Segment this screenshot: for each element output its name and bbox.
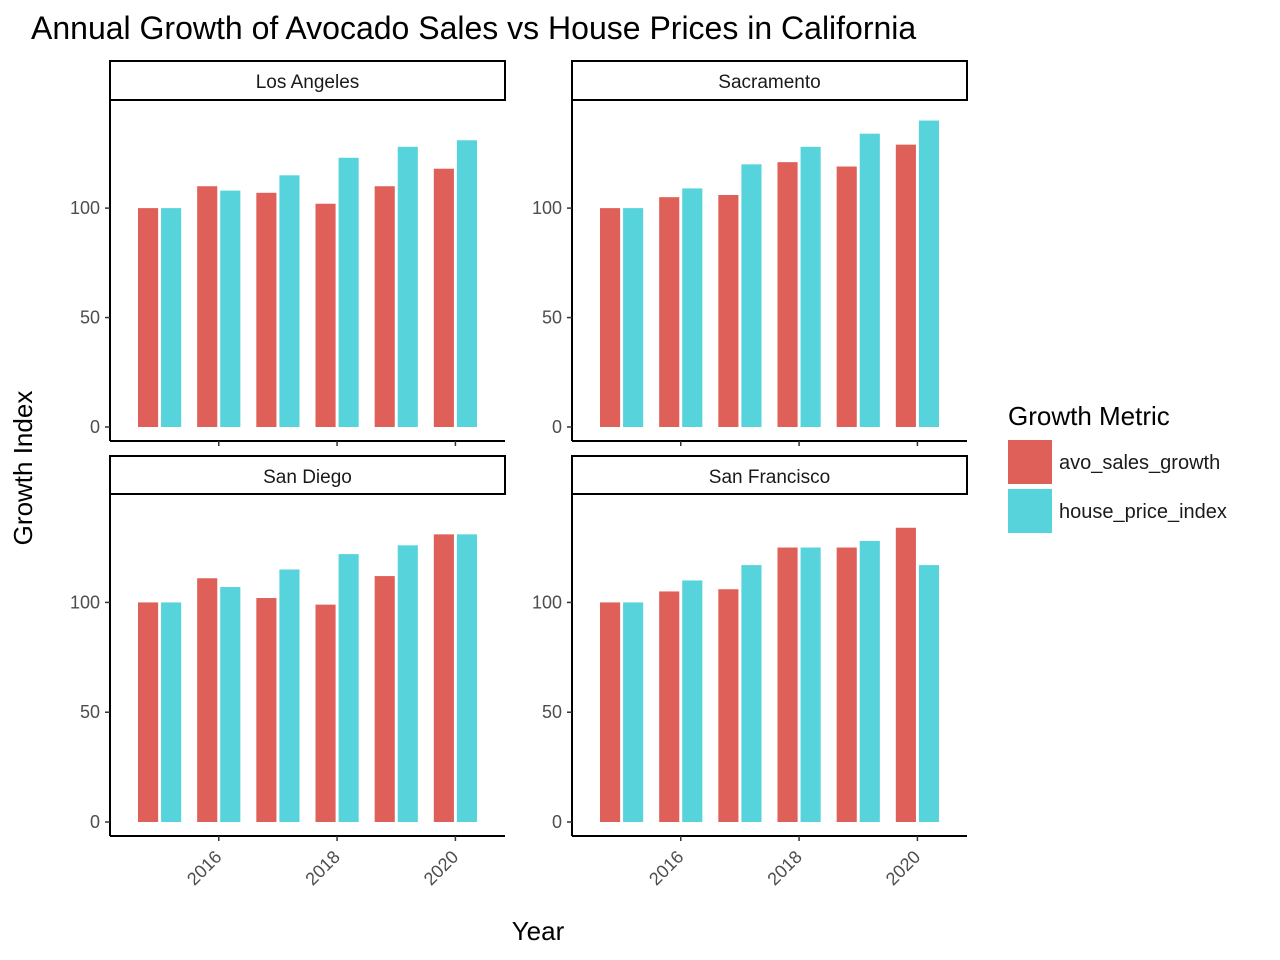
- bar-los-angeles-avo_sales_growth-2019: [374, 186, 395, 427]
- chart-title: Annual Growth of Avocado Sales vs House …: [31, 10, 916, 46]
- bar-san-francisco-avo_sales_growth-2015: [599, 602, 621, 822]
- facet-label-san-francisco: San Francisco: [709, 467, 830, 488]
- panel-san-francisco: San Francisco 0 50 100 2016 2018 2020: [532, 455, 968, 889]
- bar-san-francisco-house_price_index-2017: [741, 565, 762, 822]
- x-tick-label-san-francisco-2020: 2020: [882, 847, 924, 889]
- bar-los-angeles-avo_sales_growth-2017: [256, 192, 277, 427]
- bar-san-diego-house_price_index-2015: [161, 602, 182, 822]
- bar-los-angeles-avo_sales_growth-2020: [433, 168, 454, 427]
- bar-sacramento-avo_sales_growth-2019: [836, 166, 857, 427]
- facet-label-san-diego: San Diego: [263, 467, 352, 488]
- bar-san-diego-avo_sales_growth-2017: [256, 598, 277, 822]
- panel-los-angeles: Los Angeles 0 50 100: [70, 60, 506, 446]
- bar-sacramento-house_price_index-2020: [918, 120, 940, 427]
- legend-label-house-price-index: house_price_index: [1059, 501, 1227, 523]
- x-axis-title: Year: [512, 916, 565, 946]
- panel-san-diego: San Diego 0 50 100 2016 2018 2020: [70, 455, 506, 889]
- y-tick-label-sacramento-100: 100: [532, 198, 562, 218]
- bar-los-angeles-house_price_index-2016: [220, 190, 241, 427]
- legend-key-house-price-index: [1008, 489, 1052, 533]
- bar-sacramento-house_price_index-2018: [800, 146, 821, 428]
- y-tick-label-sacramento-0: 0: [552, 417, 562, 437]
- bar-los-angeles-avo_sales_growth-2015: [137, 208, 159, 427]
- bar-san-francisco-house_price_index-2019: [859, 540, 880, 822]
- legend-key-avo-sales-growth: [1008, 440, 1052, 484]
- x-tick-label-san-francisco-2018: 2018: [763, 847, 805, 889]
- bar-sacramento-avo_sales_growth-2017: [718, 194, 739, 427]
- bar-san-francisco-avo_sales_growth-2020: [895, 527, 916, 822]
- facet-strip-san-francisco: [571, 455, 968, 495]
- bar-san-francisco-avo_sales_growth-2017: [718, 589, 739, 822]
- x-tick-label-san-francisco-2016: 2016: [645, 847, 687, 889]
- y-tick-label-los-angeles-0: 0: [90, 417, 100, 437]
- bar-los-angeles-avo_sales_growth-2018: [315, 203, 336, 427]
- bar-san-francisco-house_price_index-2020: [918, 565, 940, 822]
- bar-san-francisco-house_price_index-2018: [800, 547, 821, 822]
- bar-los-angeles-house_price_index-2017: [279, 175, 300, 427]
- y-tick-label-los-angeles-100: 100: [70, 198, 100, 218]
- bar-san-diego-house_price_index-2017: [279, 569, 300, 822]
- bar-los-angeles-avo_sales_growth-2016: [197, 186, 218, 427]
- bar-san-diego-avo_sales_growth-2016: [197, 578, 218, 822]
- x-tick-label-san-diego-2020: 2020: [420, 847, 462, 889]
- bar-sacramento-avo_sales_growth-2015: [599, 208, 621, 427]
- y-tick-label-san-francisco-100: 100: [532, 592, 562, 612]
- bar-los-angeles-house_price_index-2015: [161, 208, 182, 427]
- bar-los-angeles-house_price_index-2020: [456, 140, 478, 427]
- legend-label-avo-sales-growth: avo_sales_growth: [1059, 452, 1220, 474]
- bar-san-francisco-avo_sales_growth-2016: [659, 591, 680, 822]
- bar-san-diego-house_price_index-2016: [220, 587, 241, 822]
- panel-sacramento: Sacramento 0 50 100: [532, 60, 968, 446]
- y-tick-label-sacramento-50: 50: [542, 308, 562, 328]
- y-tick-label-san-diego-50: 50: [80, 702, 100, 722]
- bar-san-diego-avo_sales_growth-2020: [433, 534, 454, 822]
- bar-san-diego-house_price_index-2018: [338, 554, 359, 822]
- bar-sacramento-avo_sales_growth-2018: [777, 162, 798, 427]
- bar-san-diego-avo_sales_growth-2019: [374, 576, 395, 822]
- facet-strip-sacramento: [571, 60, 968, 101]
- bar-los-angeles-house_price_index-2019: [397, 146, 418, 428]
- y-tick-label-san-francisco-50: 50: [542, 702, 562, 722]
- bar-sacramento-house_price_index-2016: [682, 188, 703, 427]
- bar-sacramento-avo_sales_growth-2020: [895, 144, 916, 427]
- y-tick-label-san-francisco-0: 0: [552, 812, 562, 832]
- bar-san-diego-avo_sales_growth-2015: [137, 602, 159, 822]
- bar-san-diego-avo_sales_growth-2018: [315, 604, 336, 822]
- bar-sacramento-house_price_index-2015: [623, 208, 644, 427]
- y-tick-label-san-diego-100: 100: [70, 592, 100, 612]
- y-tick-label-los-angeles-50: 50: [80, 308, 100, 328]
- y-tick-label-san-diego-0: 0: [90, 812, 100, 832]
- bar-sacramento-house_price_index-2017: [741, 164, 762, 427]
- x-tick-label-san-diego-2016: 2016: [183, 847, 225, 889]
- bar-san-francisco-house_price_index-2016: [682, 580, 703, 822]
- bar-san-francisco-avo_sales_growth-2018: [777, 547, 798, 822]
- bar-los-angeles-house_price_index-2018: [338, 157, 359, 427]
- facet-label-sacramento: Sacramento: [718, 72, 820, 93]
- bar-sacramento-house_price_index-2019: [859, 133, 880, 428]
- facet-label-los-angeles: Los Angeles: [256, 72, 360, 93]
- facet-strip-san-diego: [109, 455, 506, 495]
- x-tick-label-san-diego-2018: 2018: [301, 847, 343, 889]
- facet-strip-los-angeles: [109, 60, 506, 101]
- legend-title: Growth Metric: [1008, 401, 1170, 431]
- bar-san-diego-house_price_index-2019: [397, 545, 418, 822]
- y-axis-title: Growth Index: [8, 391, 38, 546]
- bar-sacramento-avo_sales_growth-2016: [659, 197, 680, 427]
- bar-san-francisco-avo_sales_growth-2019: [836, 547, 857, 822]
- legend: Growth Metric avo_sales_growth house_pric…: [1008, 401, 1227, 533]
- bar-san-francisco-house_price_index-2015: [623, 602, 644, 822]
- bar-san-diego-house_price_index-2020: [456, 534, 478, 822]
